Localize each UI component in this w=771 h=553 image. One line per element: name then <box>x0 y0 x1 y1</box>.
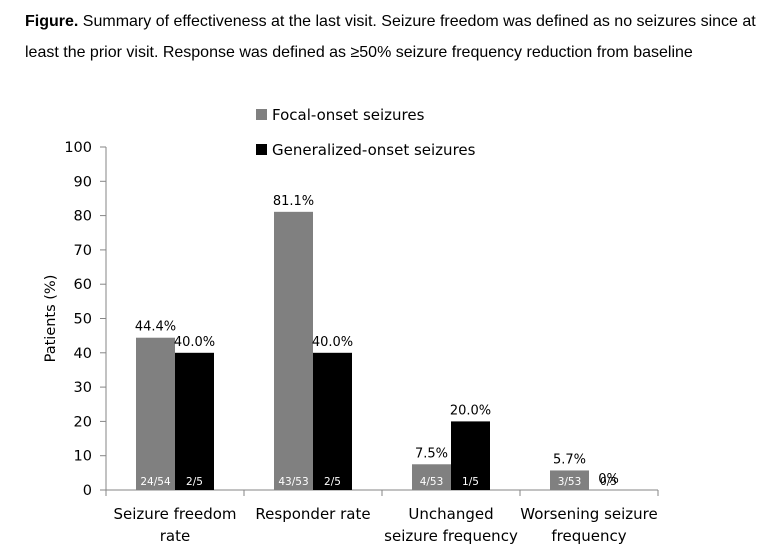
bar-count-label: 2/5 <box>186 476 203 488</box>
bar-count-label: 0/5 <box>600 476 617 488</box>
x-category-label: Responder rate <box>255 505 370 523</box>
bar-value-label: 0% <box>598 472 619 487</box>
bar-value-label: 5.7% <box>553 452 586 467</box>
bar-count-label: 3/53 <box>558 476 582 488</box>
y-tick-label: 40 <box>74 346 92 362</box>
y-tick-label: 60 <box>74 277 92 293</box>
bar-generalized <box>175 352 214 490</box>
bar-value-label: 7.5% <box>415 446 448 461</box>
bar-count-label: 1/5 <box>462 476 479 488</box>
bar-count-label: 2/5 <box>324 476 341 488</box>
x-category-label: frequency <box>551 527 626 545</box>
y-tick-label: 20 <box>74 414 92 430</box>
x-category-label: Unchanged <box>408 505 493 523</box>
x-category-label: seizure frequency <box>384 527 518 545</box>
caption-text: Summary of effectiveness at the last vis… <box>25 13 756 61</box>
y-tick-label: 10 <box>74 449 92 465</box>
legend-swatch-focal <box>256 109 267 120</box>
y-tick-label: 90 <box>74 174 92 190</box>
y-tick-label: 50 <box>74 312 92 328</box>
legend-swatch-generalized <box>256 144 267 155</box>
x-category-label: Worsening seizure <box>520 505 657 523</box>
legend-label: Generalized-onset seizures <box>272 141 476 159</box>
bar-count-label: 24/54 <box>140 476 171 488</box>
bar-count-label: 43/53 <box>278 476 308 488</box>
bar-generalized <box>313 352 352 490</box>
bar-generalized <box>451 421 490 490</box>
bar-count-label: 4/53 <box>420 476 444 488</box>
legend-label: Focal-onset seizures <box>272 106 425 124</box>
caption-bold-prefix: Figure. <box>25 13 79 30</box>
y-tick-label: 30 <box>74 380 92 396</box>
x-category-label: rate <box>160 527 190 545</box>
bar-value-label: 44.4% <box>135 320 176 335</box>
figure-caption: Figure. Summary of effectiveness at the … <box>25 6 765 68</box>
bar-value-label: 40.0% <box>312 335 353 350</box>
y-tick-label: 100 <box>64 140 92 156</box>
bar-value-label: 40.0% <box>174 335 215 350</box>
bar-focal <box>136 337 175 490</box>
bar-focal <box>550 470 589 490</box>
y-tick-label: 80 <box>74 209 92 225</box>
bar-value-label: 81.1% <box>273 194 314 209</box>
y-axis-label: Patients (%) <box>43 275 59 363</box>
bar-focal <box>274 211 313 490</box>
bar-value-label: 20.0% <box>450 403 491 418</box>
x-category-label: Seizure freedom <box>113 505 236 523</box>
bar-focal <box>412 464 451 490</box>
y-tick-label: 70 <box>74 243 92 259</box>
y-tick-label: 0 <box>83 483 92 499</box>
